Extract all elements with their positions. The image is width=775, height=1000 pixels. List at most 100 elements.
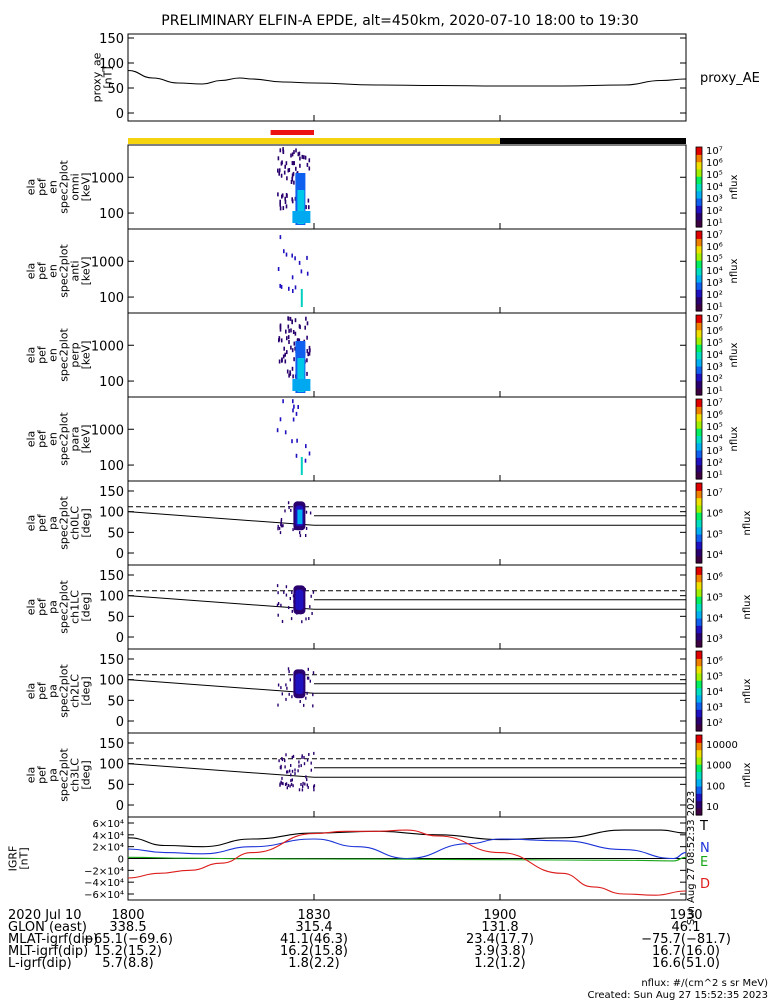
tick-label: 100 — [99, 674, 124, 689]
spectrogram-pixel — [284, 200, 287, 204]
pa-pixel — [285, 585, 288, 589]
panel-energy-ylabel-line: spec2plot — [58, 412, 71, 466]
colorbar-tick: 10⁶ — [706, 509, 723, 520]
pa-pixel — [306, 783, 308, 787]
pa-pixel — [290, 617, 293, 621]
loss-cone-line — [127, 595, 315, 610]
spectrogram-pixel — [281, 193, 284, 198]
pa-pixel — [288, 692, 290, 696]
panel-energy-frame — [127, 312, 687, 398]
spectrogram-pixel — [291, 320, 293, 325]
colorbar-tick: 10¹ — [706, 218, 723, 229]
spectrogram-pixel — [291, 366, 294, 371]
colorbar-tick: 10⁷ — [706, 488, 723, 499]
tick-label: 100 — [99, 57, 124, 72]
series-proxy-ae — [127, 69, 687, 87]
pa-pixel — [313, 788, 315, 792]
spectrogram-pixel — [277, 267, 280, 271]
panel-pa-ylabel-line: ela — [25, 599, 38, 616]
pa-pixel — [280, 523, 282, 527]
colorbar-energy-band — [696, 176, 702, 184]
colorbar-pa-band — [696, 632, 702, 641]
colorbar-tick: 1000 — [706, 761, 731, 772]
spectrogram-pixel — [299, 156, 301, 161]
spectrogram-pixel — [279, 202, 281, 207]
tick-label: 150 — [99, 653, 124, 668]
pa-pixel — [287, 783, 290, 787]
colorbar-energy-band — [696, 289, 702, 298]
panel-proxy-ae-ylabel-line: proxy_ae — [91, 52, 104, 102]
colorbar-tick: 10⁵ — [706, 422, 723, 433]
colorbar-pa-band — [696, 709, 702, 718]
colorbar-pa-band — [696, 735, 702, 743]
pa-pixel — [305, 510, 308, 514]
pa-pixel — [284, 765, 286, 769]
pa-pixel — [303, 703, 305, 707]
colorbar-pa-band — [696, 785, 702, 794]
pa-pixel — [288, 670, 290, 674]
panel-energy-ylabel-line: ela — [25, 263, 38, 280]
panel-pa-frame — [127, 732, 687, 818]
panel-pa-ylabel-line: ch1LC — [69, 590, 82, 624]
footer-value: 46.1 — [672, 920, 701, 935]
colorbar-tick: 10² — [706, 458, 723, 469]
spectrogram-pixel — [295, 148, 297, 153]
spectrogram-pixel — [279, 323, 282, 328]
spectrogram-pixel — [277, 192, 279, 197]
footer-value: 1800 — [111, 908, 144, 923]
legend-T: T — [699, 819, 708, 834]
spectrogram-pixel — [291, 348, 294, 353]
spectrogram-pixel — [288, 340, 290, 344]
colorbar-tick: 10³ — [706, 194, 723, 205]
panel-pa-frame — [127, 564, 687, 650]
colorbar-energy-band — [696, 413, 702, 422]
spectrogram-pixel — [279, 417, 282, 422]
colorbar-energy-band — [696, 358, 702, 367]
colorbar-pa-band — [696, 658, 702, 667]
colorbar-label: nflux — [729, 258, 740, 283]
footer-value: 1830 — [297, 908, 330, 923]
colorbar-pa-band — [696, 596, 702, 604]
colorbar-energy-band — [696, 161, 702, 170]
colorbar-energy-band — [696, 344, 702, 352]
pa-pixel — [278, 526, 281, 530]
panel-energy-ylabel-line: spec2plot — [58, 244, 71, 298]
panel-pa-ylabel-line: spec2plot — [58, 748, 71, 802]
spectrogram-pixel — [286, 336, 288, 341]
colorbar-energy-frame — [695, 146, 703, 228]
panel-pa-ylabel-line: pef — [36, 681, 49, 700]
spectrogram-pixel — [279, 327, 282, 332]
pa-pixel — [301, 754, 303, 758]
series-igrf-N — [127, 838, 687, 860]
pa-pixel — [288, 506, 290, 510]
colorbar-energy-frame — [695, 230, 703, 312]
tick-label: 150 — [99, 569, 124, 584]
spectrogram-pixel — [292, 330, 295, 334]
colorbar-tick: 10¹ — [706, 470, 723, 481]
pa-pixel — [289, 597, 291, 600]
spectrogram-pixel — [287, 335, 290, 340]
colorbar-tick: 10⁷ — [706, 230, 723, 241]
pa-pixel — [307, 667, 309, 671]
spectrogram-pixel — [293, 357, 295, 362]
spectrogram-core — [300, 457, 303, 475]
colorbar-energy-band — [696, 373, 702, 382]
spectrogram-pixel — [285, 329, 287, 334]
colorbar-energy-band — [696, 406, 702, 415]
colorbar-tick: 10⁶ — [706, 326, 723, 337]
loss-cone-line — [127, 679, 315, 694]
pa-pixel — [284, 783, 287, 786]
spectrogram-pixel — [303, 155, 305, 160]
colorbar-energy-band — [696, 154, 702, 163]
colorbar-pa-band — [696, 588, 702, 597]
colorbar-energy-band — [696, 449, 702, 458]
spectrogram-pixel — [304, 458, 307, 463]
spectrogram-pixel — [284, 352, 286, 357]
colorbar-tick: 10⁴ — [706, 550, 723, 561]
panel-igrf-ylabel: IGRF[nT] — [7, 846, 31, 872]
tick-label: 1000 — [91, 255, 124, 270]
units-note: nflux: #/(cm^2 s sr MeV) — [641, 978, 768, 989]
